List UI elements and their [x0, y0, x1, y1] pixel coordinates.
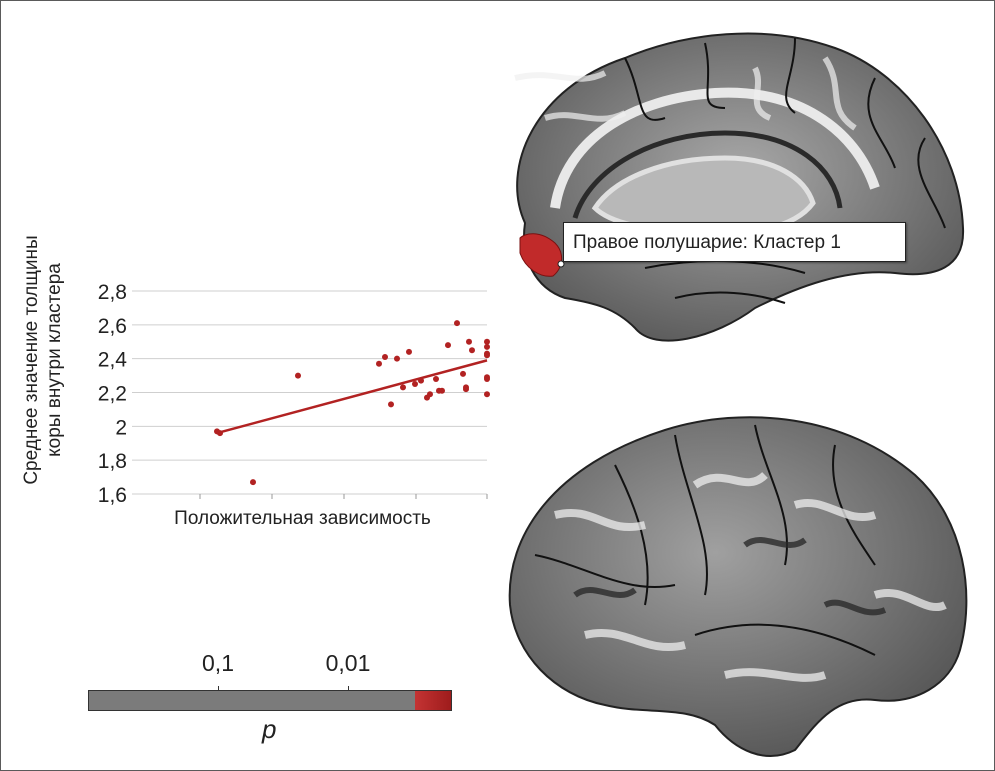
- data-point: [484, 338, 490, 345]
- trend-line: [216, 359, 488, 435]
- trend-line-group: [216, 359, 488, 435]
- y-tick-label: 2,4: [98, 349, 128, 372]
- data-point: [376, 360, 382, 367]
- scale-tick-0.1: [218, 686, 219, 691]
- cluster-callout: Правое полушарие: Кластер 1: [563, 222, 906, 262]
- data-point: [484, 352, 490, 359]
- data-point: [250, 479, 256, 486]
- data-point: [394, 355, 400, 362]
- data-point: [454, 320, 460, 327]
- x-axis: [132, 493, 488, 499]
- data-point: [382, 353, 388, 360]
- data-point: [418, 377, 424, 384]
- scale-label-0.01: 0,01: [325, 650, 371, 676]
- scale-tick-0.01: [348, 686, 349, 691]
- data-point: [406, 348, 412, 355]
- data-point: [484, 343, 490, 350]
- data-point: [412, 381, 418, 388]
- brain-medial-view: [514, 32, 965, 342]
- data-point: [439, 387, 445, 394]
- scale-label-0.1: 0,1: [202, 650, 234, 676]
- y-axis-label: Среднее значение толщины коры внутри кла…: [20, 190, 66, 530]
- data-point: [466, 338, 472, 345]
- y-tick-label: 2,8: [98, 281, 127, 304]
- data-points: [214, 320, 490, 486]
- y-tick-label: 1,8: [98, 450, 127, 473]
- data-point: [484, 375, 490, 382]
- data-point: [217, 430, 223, 437]
- data-point: [484, 391, 490, 398]
- y-tick-label: 1,6: [98, 484, 127, 507]
- data-point: [469, 347, 475, 354]
- data-point: [460, 370, 466, 377]
- significant-region: [414, 691, 451, 710]
- brain-lateral-view: [508, 416, 968, 757]
- data-point: [463, 386, 469, 393]
- grid: [132, 290, 487, 495]
- data-point: [295, 372, 301, 379]
- y-tick-label: 2,2: [98, 383, 127, 406]
- p-value-scale-bar: [88, 690, 452, 711]
- data-point: [400, 384, 406, 391]
- y-axis-label-line2: коры внутри кластера: [44, 263, 65, 457]
- y-tick-label: 2: [115, 416, 127, 439]
- x-axis-label: Положительная зависимость: [174, 508, 431, 529]
- y-axis-label-line1: Среднее значение толщины: [21, 235, 42, 485]
- data-point: [445, 342, 451, 349]
- data-point: [388, 401, 394, 408]
- y-tick-label: 2,6: [98, 315, 127, 338]
- data-point: [433, 375, 439, 382]
- data-point: [427, 391, 433, 398]
- p-label: p: [262, 714, 277, 744]
- y-tick-labels: 1,6 1,8 2 2,2 2,4 2,6 2,8: [98, 281, 128, 507]
